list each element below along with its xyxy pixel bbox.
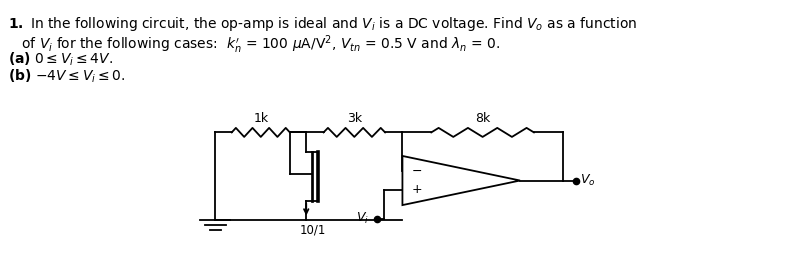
Text: $\mathbf{(a)}$ $0 \leq V_i \leq 4V.$: $\mathbf{(a)}$ $0 \leq V_i \leq 4V.$ <box>8 51 113 69</box>
Text: of $V_i$ for the following cases:  $k_n'$ = 100 $\mu$A/V$^2$, $V_{tn}$ = 0.5 V a: of $V_i$ for the following cases: $k_n'$… <box>8 33 500 56</box>
Text: 3k: 3k <box>347 112 362 125</box>
Text: $\mathbf{1.}$ In the following circuit, the op-amp is ideal and $V_i$ is a DC vo: $\mathbf{1.}$ In the following circuit, … <box>8 15 637 33</box>
Text: 1k: 1k <box>253 112 268 125</box>
Text: +: + <box>412 183 423 196</box>
Text: 10/1: 10/1 <box>299 224 326 237</box>
Text: −: − <box>412 165 423 178</box>
Text: 8k: 8k <box>475 112 490 125</box>
Text: $\mathbf{(b)}$ $-4V \leq V_i \leq 0.$: $\mathbf{(b)}$ $-4V \leq V_i \leq 0.$ <box>8 68 125 85</box>
Text: $V_o$: $V_o$ <box>580 173 596 188</box>
Text: $V_i$: $V_i$ <box>356 211 369 226</box>
